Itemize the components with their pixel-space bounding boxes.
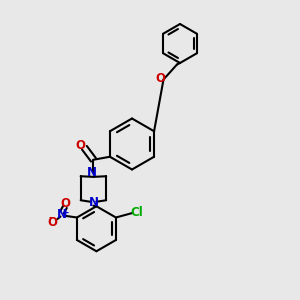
Text: O: O [47, 216, 57, 230]
Text: O: O [155, 71, 165, 85]
Text: N: N [89, 196, 99, 208]
Text: -: - [48, 214, 52, 223]
Text: O: O [76, 139, 86, 152]
Text: Cl: Cl [130, 206, 143, 220]
Text: N: N [87, 166, 97, 179]
Text: N: N [57, 208, 67, 221]
Text: +: + [62, 208, 70, 217]
Text: O: O [60, 196, 70, 210]
